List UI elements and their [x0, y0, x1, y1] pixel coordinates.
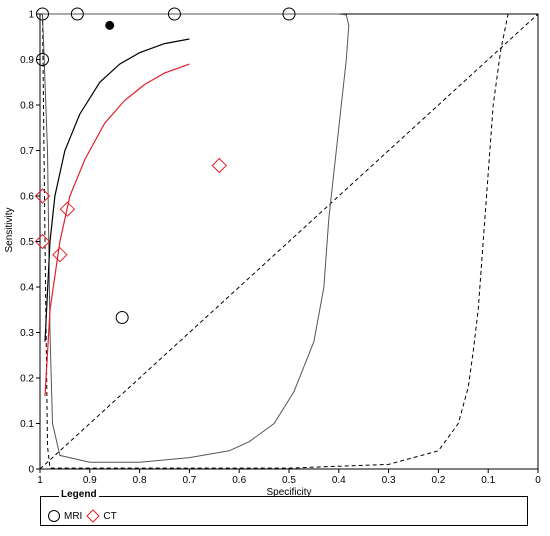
- y-tick-label: 0.7: [20, 146, 34, 157]
- y-tick-label: 0.9: [20, 55, 34, 66]
- y-tick-label: 0.3: [20, 328, 34, 339]
- ticks-layer: 1 0.9 0.8 0.7 0.6 0.5 0.4 0.3 0.2 0.1 0 0 0.1 0.2 0.3 0…: [20, 10, 541, 487]
- point-mri-1: [70, 7, 84, 21]
- curves-layer: [39, 13, 539, 470]
- x-tick-label: 0.7: [182, 475, 196, 486]
- prediction-region-line: [42, 13, 509, 469]
- summary-point: [105, 20, 115, 30]
- y-axis-title: Sensitivity: [4, 207, 15, 252]
- sroc-curve-ct: [44, 63, 190, 397]
- point-ct-4: [211, 157, 227, 174]
- y-tick-label: 0.2: [20, 374, 34, 385]
- legend-label-mri: MRI: [64, 510, 83, 522]
- x-tick-label: 0: [535, 475, 541, 486]
- x-tick-label: 0.8: [133, 475, 147, 486]
- x-tick-label: 0.3: [382, 475, 396, 486]
- sroc-curve-mri: [44, 38, 190, 342]
- point-mri-2: [167, 7, 181, 21]
- y-tick-label: 1: [28, 10, 34, 21]
- x-axis-title: Specificity: [266, 487, 311, 498]
- point-ct-3: [52, 246, 68, 263]
- point-mri-3: [282, 7, 296, 21]
- legend-title: Legend: [59, 489, 99, 500]
- y-tick-label: 0: [28, 465, 34, 476]
- x-tick-label: 0.6: [232, 475, 246, 486]
- legend-entry-ct: CT: [86, 509, 117, 523]
- legend-items: MRI CT: [47, 509, 121, 523]
- diamond-marker-icon: [86, 509, 101, 523]
- x-tick-label: 0.9: [83, 475, 97, 486]
- point-ct-0: [34, 188, 51, 204]
- point-ct-1: [59, 201, 76, 217]
- y-tick-label: 0.5: [20, 237, 34, 248]
- x-tick-label: 1: [37, 475, 43, 486]
- point-mri-5: [115, 310, 129, 324]
- x-tick-label: 0.4: [332, 475, 346, 486]
- legend: Legend MRI CT: [40, 489, 528, 526]
- x-tick-label: 0.5: [282, 475, 296, 486]
- confidence-region-line: [42, 13, 350, 463]
- y-tick-label: 0.6: [20, 192, 34, 203]
- legend-entry-mri: MRI: [47, 509, 82, 523]
- y-tick-label: 0.1: [20, 419, 34, 430]
- x-tick-label: 0.2: [431, 475, 445, 486]
- marks-layer: [34, 7, 296, 324]
- reference-diagonal-line: [39, 13, 539, 470]
- x-tick-label: 0.1: [481, 475, 495, 486]
- y-tick-label: 0.4: [20, 283, 34, 294]
- point-ct-2: [34, 233, 51, 250]
- y-tick-label: 0.8: [20, 101, 34, 112]
- legend-label-ct: CT: [103, 510, 117, 522]
- circle-marker-icon: [48, 510, 60, 522]
